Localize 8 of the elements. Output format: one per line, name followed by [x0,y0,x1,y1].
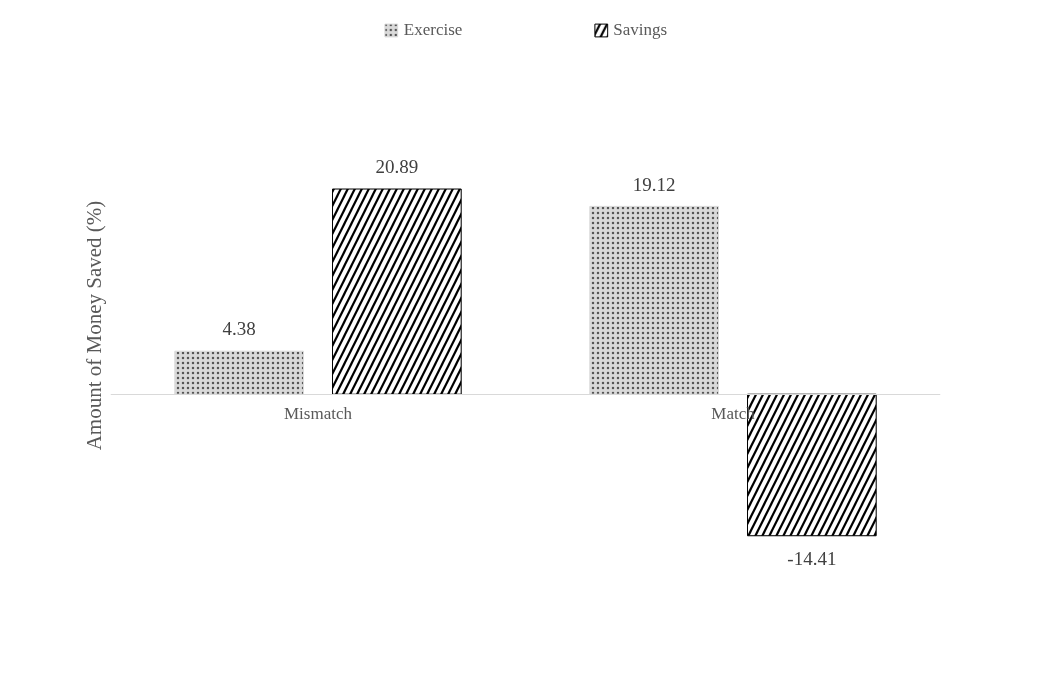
y-axis-title: Amount of Money Saved (%) [81,200,106,451]
data-label: 19.12 [632,173,676,195]
legend-label: Savings [613,20,668,40]
x-tick-label: Mismatch [284,404,353,424]
data-label: 4.38 [222,318,256,340]
data-label: -14.41 [787,547,837,569]
data-label: 20.89 [375,156,419,178]
legend-label: Exercise [403,20,463,40]
